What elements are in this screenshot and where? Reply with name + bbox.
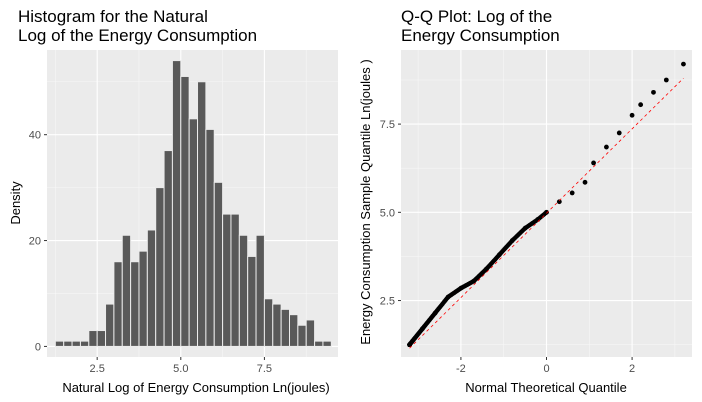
histogram-bar	[289, 314, 299, 347]
qq-point	[651, 89, 656, 95]
qq-y-tick-label: 7.5	[380, 119, 395, 131]
histogram-bars	[54, 60, 332, 347]
histogram-bar	[255, 234, 265, 347]
histogram-bar	[96, 330, 107, 347]
histogram-bar	[113, 261, 123, 347]
histogram-bar	[130, 261, 140, 347]
histogram-bar	[247, 255, 257, 347]
qq-x-tick-label: 2	[629, 363, 635, 375]
qq-point	[509, 238, 515, 243]
qq-point	[681, 61, 686, 67]
qq-plot-title: Q-Q Plot: Log of the Energy Consumption	[401, 7, 560, 45]
qq-plot-panel: -2 0 2 2.5 5.0 7.5 Normal Theoretical Quanti…	[358, 50, 692, 395]
histogram-bar	[222, 213, 232, 347]
histogram-bar	[314, 340, 324, 347]
histogram-bar	[88, 330, 98, 347]
qq-x-ticks: -2 0 2	[456, 357, 635, 375]
histogram-bar	[188, 118, 199, 347]
qq-point	[556, 199, 562, 205]
histogram-bar	[205, 128, 215, 347]
histogram-bar	[230, 213, 240, 347]
qq-point	[591, 160, 596, 166]
histogram-bar	[155, 187, 165, 347]
histogram-panel: 2.5 5.0 7.5 0 20 40 Natural Log of Energy Co…	[8, 50, 338, 395]
qq-point	[569, 190, 575, 196]
histogram-bar	[163, 150, 173, 347]
histogram-x-axis-label: Natural Log of Energy Consumption Ln(jou…	[62, 380, 329, 395]
histogram-y-ticks: 0 20 40	[29, 130, 47, 353]
histogram-bar	[171, 60, 182, 347]
histogram-bar	[71, 340, 81, 347]
qq-reference-line	[409, 77, 684, 349]
qq-point	[522, 225, 528, 231]
qq-point	[419, 326, 425, 332]
qq-point	[471, 278, 477, 284]
histogram-x-tick-label: 7.5	[257, 363, 272, 375]
histogram-bar	[280, 308, 291, 347]
qq-point	[663, 77, 669, 83]
histogram-bar	[146, 229, 157, 347]
histogram-bar	[63, 340, 73, 347]
histogram-bar	[305, 319, 316, 347]
histogram-bar	[105, 303, 115, 347]
histogram-title: Histogram for the Natural Log of the Ene…	[18, 7, 258, 45]
histogram-bar	[54, 340, 65, 347]
qq-point	[616, 130, 622, 136]
histogram-y-tick-label: 40	[29, 130, 41, 142]
histogram-bar	[121, 234, 132, 347]
qq-point	[497, 252, 502, 258]
qq-y-axis-label: Energy Consumption Sample Quantile Ln(jo…	[358, 59, 373, 344]
histogram-bar	[272, 303, 282, 347]
qq-x-tick-label: 0	[543, 363, 549, 375]
histogram-y-tick-label: 20	[29, 236, 41, 248]
qq-point	[638, 102, 644, 108]
qq-y-ticks: 2.5 5.0 7.5	[380, 119, 401, 308]
histogram-bar	[79, 340, 90, 347]
histogram-y-tick-label: 0	[35, 341, 41, 353]
qq-y-tick-label: 2.5	[380, 296, 395, 308]
qq-y-tick-label: 5.0	[380, 207, 395, 219]
qq-x-tick-label: -2	[456, 363, 466, 375]
qq-point	[484, 266, 489, 272]
qq-point	[445, 294, 451, 300]
histogram-x-ticks: 2.5 5.0 7.5	[90, 357, 272, 375]
qq-point	[629, 112, 635, 118]
histogram-bar	[297, 324, 307, 347]
qq-point	[604, 144, 609, 150]
histogram-bar	[263, 298, 274, 347]
histogram-bar	[322, 340, 332, 347]
qq-points	[407, 61, 686, 348]
histogram-x-tick-label: 5.0	[173, 363, 188, 375]
qq-point	[582, 179, 588, 185]
histogram-bar	[238, 234, 249, 347]
qq-point	[544, 209, 549, 215]
qq-point	[432, 310, 438, 316]
histogram-y-axis-label: Density	[8, 181, 23, 225]
qq-x-axis-label: Normal Theoretical Quantile	[465, 380, 627, 395]
histogram-bar	[180, 75, 190, 347]
qq-point	[458, 285, 464, 291]
histogram-bar	[213, 181, 224, 347]
qq-point	[407, 342, 412, 348]
histogram-bar	[138, 250, 148, 347]
histogram-bar	[197, 81, 207, 347]
histogram-x-tick-label: 2.5	[90, 363, 105, 375]
qq-point	[535, 216, 541, 222]
